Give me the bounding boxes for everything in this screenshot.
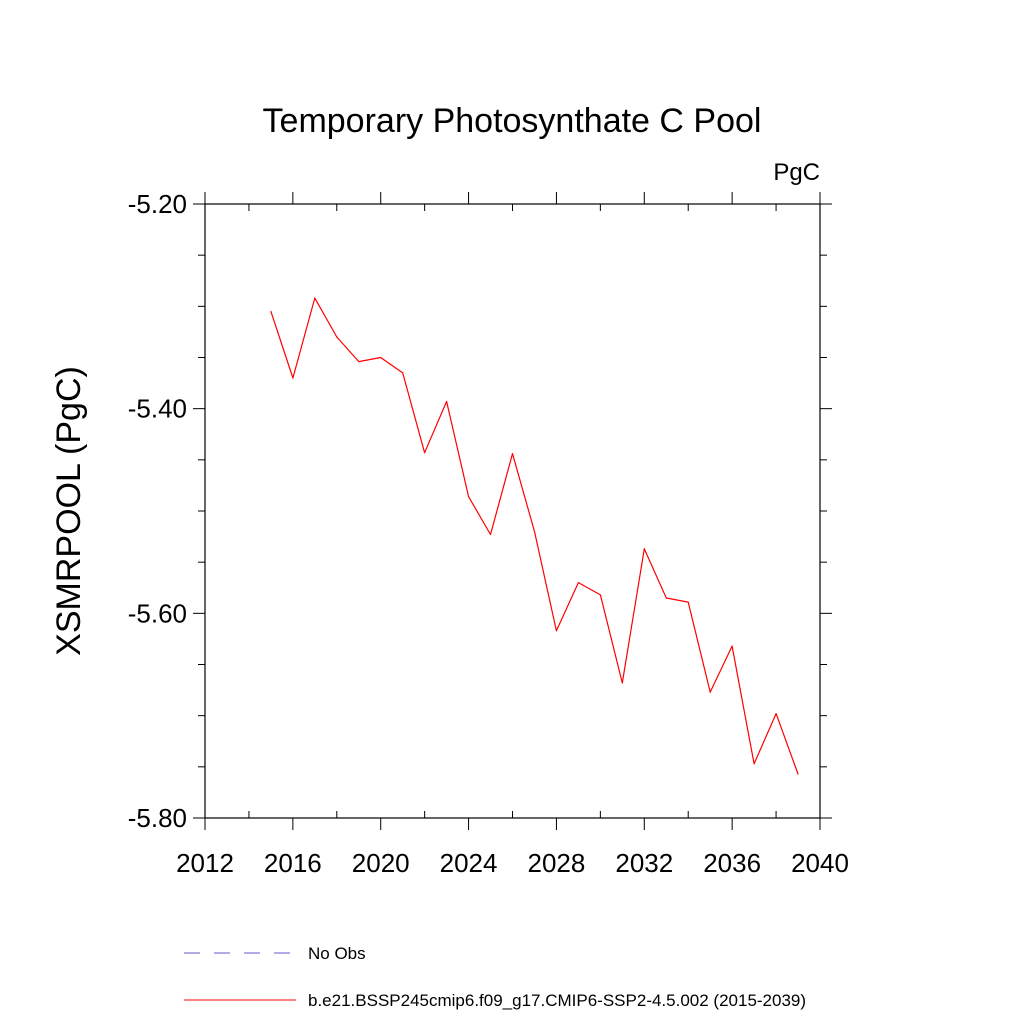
- axis-ticks: [193, 192, 832, 830]
- data-point: [599, 594, 601, 596]
- data-point: [467, 496, 470, 498]
- legend-label: No Obs: [308, 944, 366, 963]
- data-point: [775, 713, 777, 715]
- data-point: [511, 453, 514, 455]
- units-label: PgC: [773, 159, 820, 186]
- x-tick-label: 2036: [703, 848, 761, 878]
- x-tick-label: 2028: [528, 848, 586, 878]
- series-layer: [270, 297, 799, 775]
- x-tick-label: 2016: [264, 848, 322, 878]
- legend-label: b.e21.BSSP245cmip6.f09_g17.CMIP6-SSP2-4.…: [308, 991, 806, 1010]
- data-point: [555, 630, 558, 632]
- y-tick-label: -5.20: [128, 189, 187, 219]
- data-point: [753, 763, 755, 765]
- data-point: [270, 310, 272, 313]
- tick-labels: 2012 2016 2020 2024 2028 2032 2036 2040 -5.20 -5.…: [128, 189, 849, 878]
- data-point: [687, 601, 689, 603]
- x-tick-label: 2012: [176, 848, 234, 878]
- x-tick-label: 2032: [615, 848, 673, 878]
- data-point: [665, 597, 667, 599]
- data-point: [489, 533, 492, 536]
- y-tick-label: -5.80: [128, 803, 187, 833]
- x-tick-label: 2040: [791, 848, 849, 878]
- data-point: [533, 530, 536, 533]
- data-point: [314, 297, 316, 299]
- data-point: [380, 356, 382, 359]
- x-tick-label: 2020: [352, 848, 410, 878]
- data-point: [797, 773, 799, 775]
- data-point: [731, 645, 733, 647]
- data-point: [709, 691, 711, 693]
- x-tick-label: 2024: [440, 848, 498, 878]
- data-point: [424, 452, 426, 454]
- series-line: [270, 297, 799, 775]
- plot-frame: [204, 203, 821, 819]
- data-point: [577, 582, 579, 584]
- data-point: [292, 377, 294, 379]
- data-point: [643, 548, 645, 550]
- chart-title: Temporary Photosynthate C Pool: [263, 102, 762, 140]
- y-tick-label: -5.60: [128, 598, 187, 628]
- data-point: [336, 336, 338, 338]
- data-point: [358, 360, 360, 363]
- y-tick-label: -5.40: [128, 394, 187, 424]
- data-point: [402, 372, 404, 374]
- y-axis-title: XSMRPOOL (PgC): [50, 366, 88, 656]
- data-point: [621, 682, 623, 684]
- data-point: [446, 400, 448, 403]
- legend: No Obs b.e21.BSSP245cmip6.f09_g17.CMIP6-S…: [184, 944, 806, 1010]
